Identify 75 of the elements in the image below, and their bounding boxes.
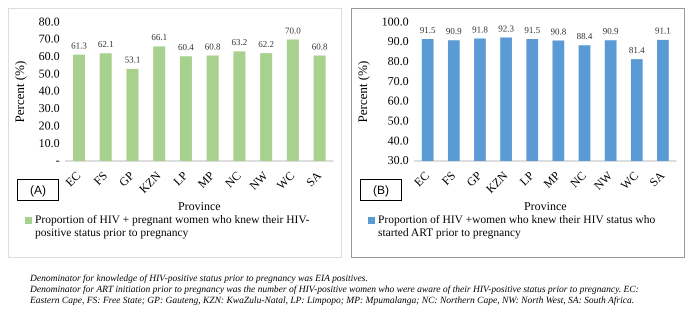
y-axis-title: Percent (%) <box>12 60 28 122</box>
y-tick-label: 100.0 <box>382 14 409 28</box>
x-tick-label: WC <box>618 168 642 192</box>
text: Denominator for ART initiation prior to pregnancy was the number of HIV-positive women who were aware of their HIV-positive status prior to pregnancy. EC: Eastern Cape, FS: Free State; GP: Gauteng, KZN: KwaZulu-Natal, LP: Limpopo; MP: Mpumalanga; NC: Northern Cape, NW: North West, SA: South Africa. <box>30 285 640 307</box>
y-tick-label: 70.0 <box>38 32 60 46</box>
data-label: 81.4 <box>628 44 646 55</box>
y-tick-label: 60.0 <box>38 49 60 64</box>
x-tick-label: NW <box>590 168 616 193</box>
data-label: 91.5 <box>420 24 436 35</box>
x-tick-label: SA <box>646 168 668 190</box>
x-tick-label: GP <box>464 168 485 190</box>
x-tick-label: MP <box>540 168 563 191</box>
bar <box>126 68 138 161</box>
bar <box>314 56 326 161</box>
text: (B) <box>360 179 402 201</box>
y-tick-label: 90.0 <box>388 34 409 48</box>
y-tick-label: 30.0 <box>388 153 409 168</box>
data-label: 88.4 <box>576 31 593 42</box>
bar <box>206 56 219 161</box>
y-tick-label: 50.0 <box>38 66 60 80</box>
y-tick-label: 60.0 <box>388 94 409 108</box>
text: (A) <box>17 179 59 201</box>
x-tick-label: NC <box>222 168 244 190</box>
bar <box>100 53 112 161</box>
legend-label: Proportion of HIV +women who knew their HIV status who started ART prior to pregnancy <box>378 214 656 240</box>
x-tick-label: NC <box>567 168 589 190</box>
bar <box>153 46 166 161</box>
text: 63.2 <box>232 37 248 48</box>
y-tick-label: 70.0 <box>388 74 409 88</box>
x-tick-label: LP <box>170 168 191 188</box>
x-tick-label: EC <box>62 168 84 190</box>
x-tick-label: MP <box>194 168 218 191</box>
text: 62.1 <box>98 39 114 50</box>
text: 70.0 <box>285 25 301 36</box>
y-tick-label: 20.0 <box>38 118 60 132</box>
x-tick-label: FS <box>438 168 458 188</box>
x-tick-label: LP <box>516 168 537 188</box>
x-tick-label: SA <box>303 168 324 190</box>
y-tick-label: 80.0 <box>388 54 409 68</box>
x-tick-label: FS <box>90 168 110 188</box>
bar <box>180 56 192 161</box>
y-tick-label: 80.0 <box>38 14 60 28</box>
x-tick-label: WC <box>274 168 298 192</box>
bar <box>233 51 246 161</box>
y-tick-label: 10.0 <box>38 136 60 150</box>
data-label: 91.1 <box>655 26 671 36</box>
data-label: 91.5 <box>524 24 541 35</box>
data-label: 90.9 <box>446 26 462 36</box>
text: 60.8 <box>312 41 328 52</box>
x-tick-label: NW <box>246 168 271 193</box>
text: 60.8 <box>204 41 221 52</box>
text: 60.4 <box>178 42 194 52</box>
data-label: 91.8 <box>472 24 488 34</box>
bar <box>260 53 272 161</box>
data-label: 90.8 <box>550 26 567 36</box>
bar <box>286 40 299 161</box>
legend-label: Proportion of HIV + pregnant women who knew their HIV-positive status prior to pregnancy <box>35 214 310 240</box>
text: Denominator for knowledge of HIV-positive status prior to pregnancy was EIA positives. <box>30 274 369 285</box>
data-label: 92.3 <box>498 23 514 34</box>
text: 66.1 <box>151 32 168 42</box>
x-tick-label: GP <box>116 168 138 190</box>
y-tick-label: - <box>56 153 60 168</box>
text: 53.1 <box>124 54 140 65</box>
data-label: 90.9 <box>602 26 620 36</box>
y-tick-label: 50.0 <box>388 113 409 128</box>
x-tick-label: EC <box>411 168 432 190</box>
text: 61.3 <box>71 40 87 50</box>
y-tick-label: 30.0 <box>38 101 60 116</box>
y-axis-title: Percent (%) <box>355 60 370 122</box>
x-axis-title: Province <box>524 198 567 213</box>
text: 62.2 <box>258 38 274 49</box>
y-tick-label: 40.0 <box>388 133 409 148</box>
y-tick-label: 40.0 <box>38 84 60 98</box>
x-axis-title: Province <box>178 198 221 213</box>
bar <box>72 54 85 161</box>
